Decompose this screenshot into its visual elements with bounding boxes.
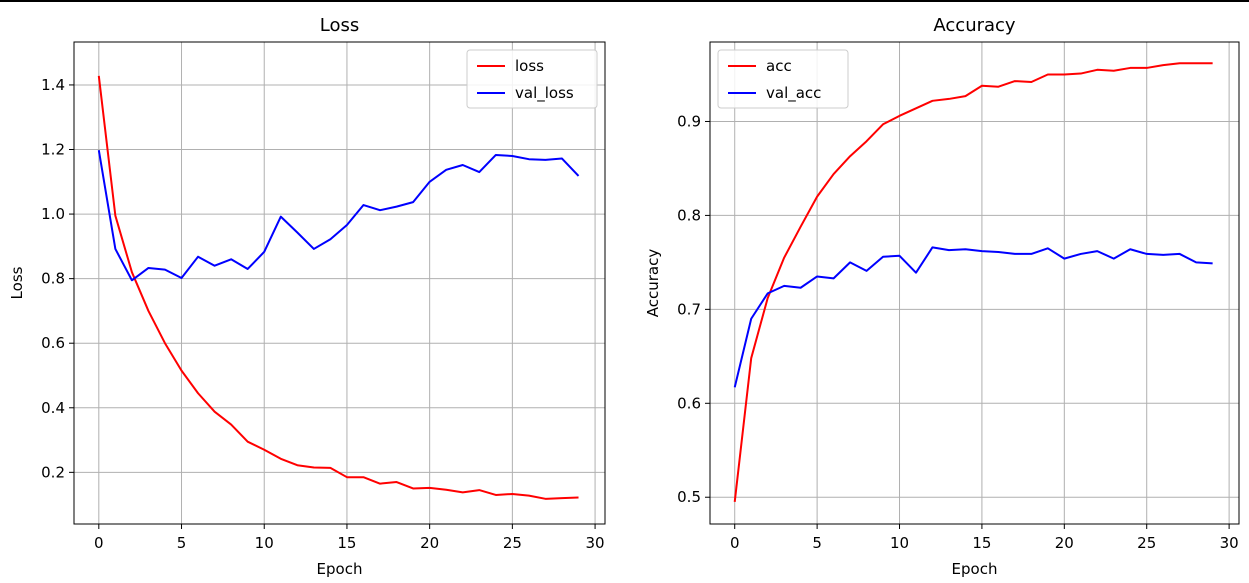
chart-0-legend: loss val_loss	[466, 49, 598, 109]
chart-1-legend-label-val_acc: val_acc	[766, 84, 821, 103]
chart-1-x-tick-label: 10	[890, 534, 909, 552]
chart-0-title: Loss	[320, 15, 359, 36]
chart-0-x-tick-label: 20	[420, 534, 439, 552]
chart-1-y-tick-label: 0.8	[677, 206, 701, 224]
chart-0-x-tick-label: 0	[94, 534, 104, 552]
chart-1-x-tick-label: 30	[1220, 534, 1239, 552]
chart-1-series-acc	[733, 62, 1213, 503]
chart-1-y-tick-label: 0.7	[677, 300, 701, 318]
chart-0-x-tick-label: 30	[586, 534, 605, 552]
chart-0-y-tick-label: 0.8	[41, 270, 65, 288]
chart-0-y-tick-label: 1.0	[41, 205, 65, 223]
chart-0-y-axis-label: Loss	[8, 266, 26, 299]
chart-1-y-tick-label: 0.6	[677, 394, 701, 412]
chart-0-series-loss	[97, 75, 579, 500]
chart-0-y-tick-label: 0.6	[41, 334, 65, 352]
chart-0-x-tick-label: 5	[177, 534, 187, 552]
chart-0-y-tick-label: 1.4	[41, 76, 65, 94]
chart-1-legend: acc val_acc	[717, 49, 849, 109]
chart-0-y-tick-label: 1.2	[41, 141, 65, 159]
chart-0-legend-label-loss: loss	[515, 57, 544, 75]
chart-1-y-tick-label: 0.9	[677, 112, 701, 130]
chart-0-y-tick-label: 0.2	[41, 463, 65, 481]
chart-1-x-tick-label: 20	[1055, 534, 1074, 552]
chart-0-y-tick-label: 0.4	[41, 399, 65, 417]
chart-0-series-val_loss	[97, 149, 580, 282]
chart-1-legend-label-acc: acc	[766, 57, 792, 75]
chart-1-title: Accuracy	[933, 15, 1016, 36]
chart-1-panel: 0 5 10 15 20 25 30 0.5 0.6 0.7 0.8 0.9 Accuracy Epoch…	[644, 15, 1240, 578]
chart-1-y-tick-label: 0.5	[677, 488, 701, 506]
chart-0-x-tick-label: 10	[255, 534, 274, 552]
chart-1-x-tick-label: 5	[812, 534, 822, 552]
chart-0-axes-frame	[73, 41, 606, 525]
top-border	[0, 0, 1249, 2]
chart-1-x-tick-label: 15	[972, 534, 991, 552]
chart-1-x-axis-label: Epoch	[952, 560, 998, 578]
chart-0-x-tick-label: 15	[337, 534, 356, 552]
chart-1-x-tick-label: 0	[730, 534, 740, 552]
chart-0-x-tick-label: 25	[503, 534, 522, 552]
chart-1-axes-frame	[709, 41, 1240, 525]
chart-0-x-axis-label: Epoch	[317, 560, 363, 578]
chart-1-y-axis-label: Accuracy	[644, 249, 662, 318]
chart-0-legend-label-val_loss: val_loss	[515, 84, 574, 103]
chart-0-panel: 0 5 10 15 20 25 30 0.2 0.4 0.6 0.8 1.0 1.2 1.4 Loss Epo…	[8, 15, 606, 578]
chart-1-x-tick-label: 25	[1137, 534, 1156, 552]
chart-1-series-val_acc	[733, 246, 1213, 388]
